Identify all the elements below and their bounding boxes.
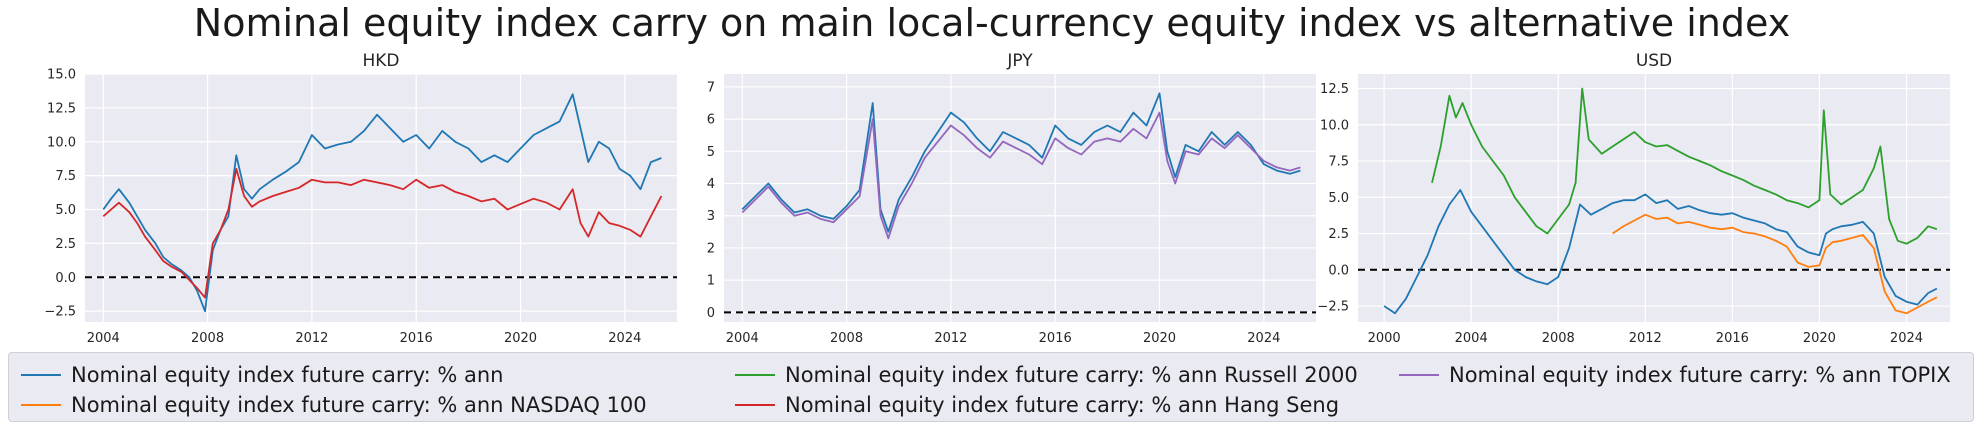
legend-label: Nominal equity index future carry: % ann… xyxy=(785,393,1340,417)
x-tick-label: 2020 xyxy=(504,331,537,346)
y-tick-label: 0.0 xyxy=(1328,263,1349,278)
y-tick-label: 5.0 xyxy=(1328,191,1349,206)
x-tick-label: 2008 xyxy=(1542,331,1575,346)
y-tick-label: 2.5 xyxy=(1328,227,1349,242)
x-tick-label: 2004 xyxy=(1455,331,1488,346)
legend-label: Nominal equity index future carry: % ann… xyxy=(785,363,1358,387)
legend-label: Nominal equity index future carry: % ann xyxy=(71,363,504,387)
y-tick-label: −2.5 xyxy=(1317,300,1349,315)
legend: Nominal equity index future carry: % ann… xyxy=(8,352,1974,422)
x-tick-label: 2016 xyxy=(400,331,433,346)
panel-hkd: 2004 2008 2012 2016 2020 2024 −2.5 0.0 2.5 5.0 7.5… xyxy=(44,51,677,346)
series-line-nominal-equity-index-future-carry-ann xyxy=(741,92,1301,233)
y-tick-label: 2 xyxy=(707,241,715,256)
x-tick-label: 2008 xyxy=(830,331,863,346)
legend-label: Nominal equity index future carry: % ann… xyxy=(71,393,647,417)
x-tick-label: 2004 xyxy=(87,331,120,346)
y-tick-label: 1 xyxy=(707,274,715,289)
y-tick-label: 10.0 xyxy=(1320,118,1349,133)
x-tick-label: 2012 xyxy=(934,331,967,346)
y-tick-label: 2.5 xyxy=(55,237,76,252)
panel-title: HKD xyxy=(362,51,399,71)
x-tick-label: 2012 xyxy=(1629,331,1662,346)
y-tick-label: −2.5 xyxy=(44,305,76,320)
y-tick-label: 10.0 xyxy=(47,135,76,150)
plot-area-jpy xyxy=(724,74,1316,322)
x-tick-label: 2012 xyxy=(295,331,328,346)
series-line-nominal-equity-index-future-carry-ann-topix xyxy=(741,111,1301,240)
y-tick-label: 5.0 xyxy=(55,203,76,218)
y-tick-label: 6 xyxy=(707,113,715,128)
series-line-nominal-equity-index-future-carry-ann xyxy=(102,93,662,313)
x-tick-label: 2016 xyxy=(1039,331,1072,346)
legend-swatch xyxy=(735,404,775,406)
legend-swatch xyxy=(21,404,61,406)
y-tick-label: 0 xyxy=(707,306,715,321)
legend-swatch xyxy=(735,374,775,376)
legend-item: Nominal equity index future carry: % ann… xyxy=(1399,361,1951,389)
y-tick-label: 0.0 xyxy=(55,271,76,286)
legend-item: Nominal equity index future carry: % ann… xyxy=(735,391,1339,419)
y-tick-label: 3 xyxy=(707,209,715,224)
y-tick-label: 5 xyxy=(707,145,715,160)
panel-usd: 2000 2004 2008 2012 2016 2020 2024 −2.5 0.0 2.5 5.… xyxy=(1317,51,1950,346)
x-tick-label: 2020 xyxy=(1803,331,1836,346)
legend-swatch xyxy=(21,374,61,376)
series-line-nominal-equity-index-future-carry-ann-russell-2000 xyxy=(1431,87,1938,245)
x-tick-label: 2020 xyxy=(1143,331,1176,346)
panel-title: JPY xyxy=(1006,51,1033,71)
legend-swatch xyxy=(1399,374,1439,376)
x-tick-label: 2024 xyxy=(1890,331,1923,346)
legend-item: Nominal equity index future carry: % ann xyxy=(21,361,504,389)
y-tick-label: 7 xyxy=(707,80,715,95)
panels: 2004 2008 2012 2016 2020 2024−2.50.02.55.07.5… xyxy=(44,51,1950,346)
y-tick-label: 12.5 xyxy=(47,101,76,116)
figure: Nominal equity index carry on main local… xyxy=(44,1,1950,346)
y-tick-label: 7.5 xyxy=(1328,155,1349,170)
x-tick-label: 2024 xyxy=(608,331,641,346)
x-tick-label: 2000 xyxy=(1368,331,1401,346)
y-tick-label: 4 xyxy=(707,177,715,192)
x-tick-label: 2004 xyxy=(726,331,759,346)
series-line-nominal-equity-index-future-carry-ann xyxy=(1383,189,1938,315)
y-tick-label: 12.5 xyxy=(1320,82,1349,97)
y-tick-label: 15.0 xyxy=(47,68,76,83)
plot-area-hkd xyxy=(85,74,677,322)
series-line-nominal-equity-index-future-carry-ann-hang-seng xyxy=(102,167,663,299)
x-tick-label: 2008 xyxy=(191,331,224,346)
suptitle: Nominal equity index carry on main local… xyxy=(194,1,1790,45)
series-line-nominal-equity-index-future-carry-ann-nasdaq-100 xyxy=(1612,213,1938,315)
y-tick-label: 7.5 xyxy=(55,169,76,184)
x-tick-label: 2016 xyxy=(1716,331,1749,346)
legend-item: Nominal equity index future carry: % ann… xyxy=(21,391,647,419)
x-tick-label: 2024 xyxy=(1247,331,1280,346)
legend-item: Nominal equity index future carry: % ann… xyxy=(735,361,1358,389)
panel-title: USD xyxy=(1636,51,1672,71)
panel-jpy: 2004 2008 2012 2016 2020 2024 0 1 2 3 4 5 6 7 JPY xyxy=(707,51,1316,346)
legend-label: Nominal equity index future carry: % ann… xyxy=(1449,363,1951,387)
